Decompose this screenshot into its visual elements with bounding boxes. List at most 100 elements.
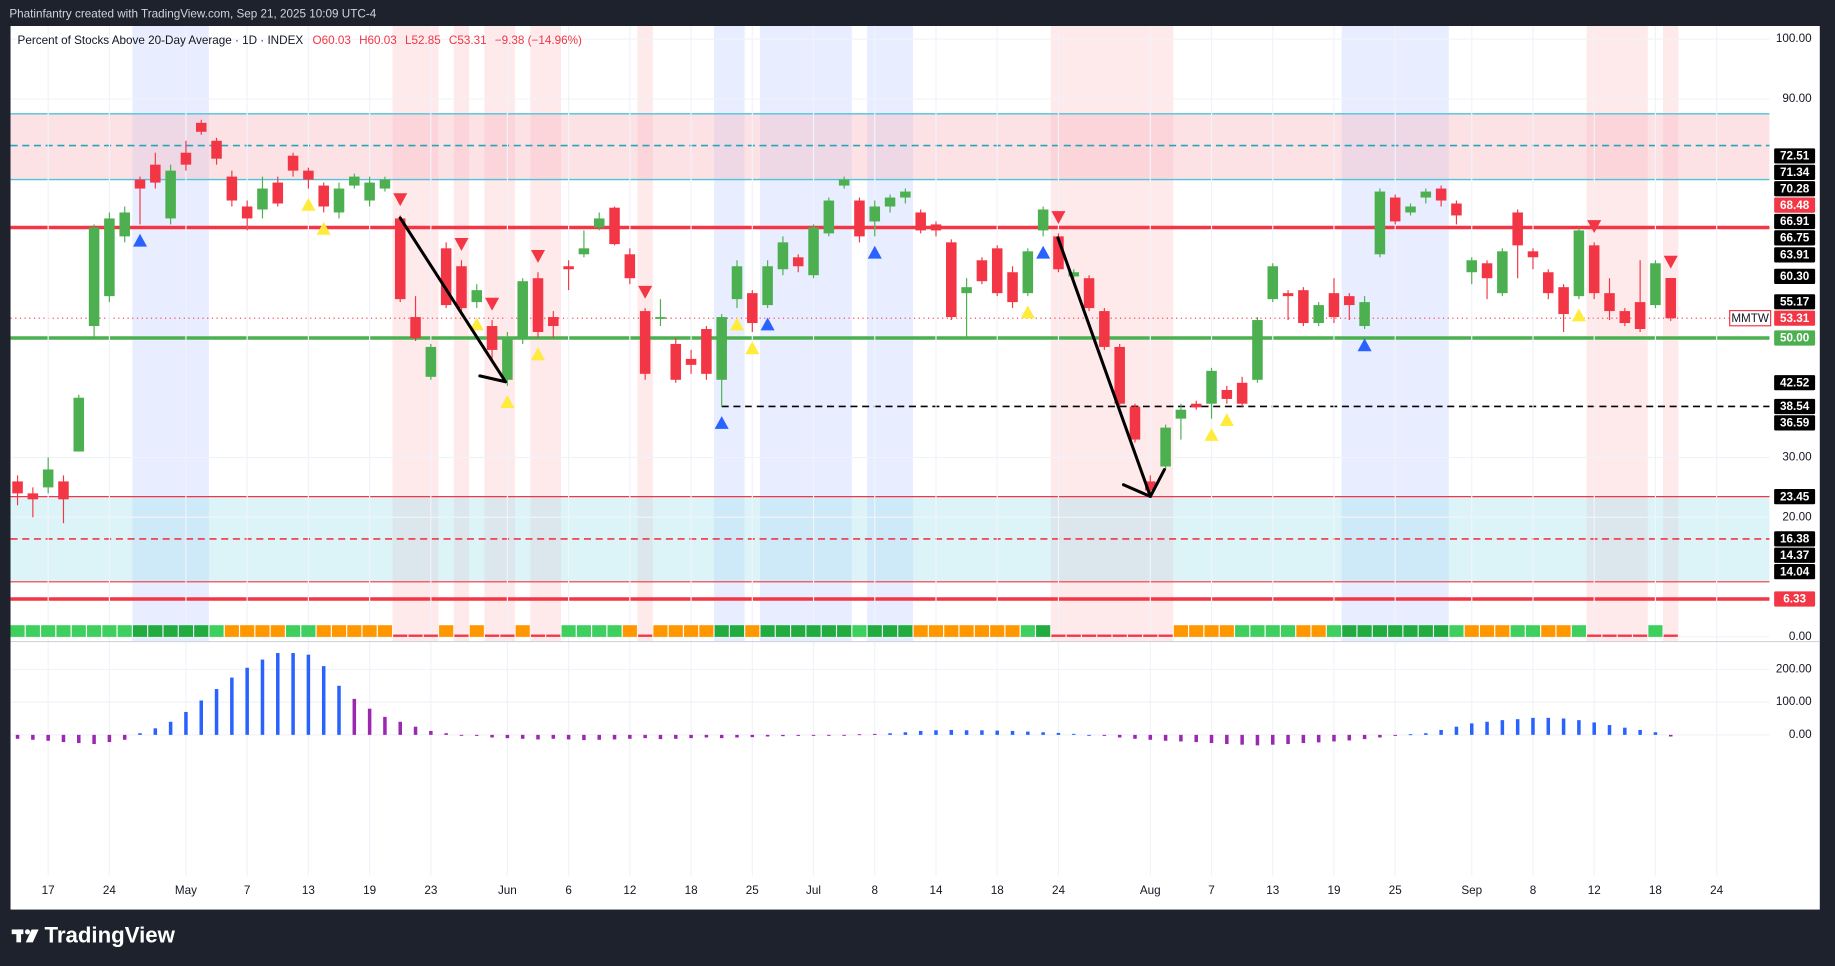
state-strip: [1204, 625, 1219, 637]
signal-triangle: [1571, 308, 1586, 322]
oscillator-bar: [367, 708, 372, 735]
x-tick-label: 18: [991, 884, 1004, 897]
state-strip: [102, 625, 117, 637]
state-strip: [377, 625, 392, 637]
state-strip: [607, 625, 622, 637]
candle-body: [1619, 311, 1631, 324]
candle-body: [1588, 245, 1600, 294]
state-strip: [959, 625, 974, 637]
state-strip: [1280, 625, 1296, 637]
x-tick-label: 12: [1588, 884, 1601, 897]
price-tag: MMTW: [1731, 312, 1769, 325]
y-tick-label: 90.00: [1782, 92, 1812, 105]
state-strip: [837, 625, 852, 637]
price-label-box: [1774, 294, 1816, 310]
price-label: 63.91: [1780, 249, 1810, 262]
oscillator-bar: [1270, 734, 1275, 745]
state-strip: [56, 625, 71, 637]
oscillator-bar: [765, 734, 770, 737]
oscillator-bar: [1194, 734, 1198, 743]
x-tick-label: 13: [302, 884, 315, 897]
oscillator-bar: [536, 734, 540, 740]
oscillator-bar: [980, 730, 984, 735]
logo-part: [25, 929, 39, 943]
oscillator-bar: [1454, 726, 1459, 735]
oscillator-bar: [15, 734, 20, 739]
marks: [10, 119, 1678, 746]
price-label-box: [1774, 310, 1816, 326]
oscillator-bar: [918, 730, 923, 735]
price-label: 38.54: [1780, 400, 1810, 413]
oscillator-bar: [597, 734, 601, 740]
oscillator-bar: [796, 734, 800, 736]
price-label-box: [1774, 398, 1816, 415]
candle-body: [394, 218, 406, 300]
oscillator-bar: [413, 726, 418, 735]
state-strip: [775, 625, 790, 637]
candle-body: [1145, 481, 1156, 491]
signal-triangle: [1051, 211, 1066, 225]
oscillator-bar: [1500, 720, 1505, 735]
state-strip: [485, 634, 500, 637]
state-strip: [867, 625, 882, 637]
signal-triangle: [760, 317, 775, 331]
state-strip: [439, 625, 454, 637]
signal-triangle: [1587, 220, 1602, 233]
state-strip: [944, 625, 959, 637]
state-strip: [1158, 634, 1173, 637]
oscillator-bar: [658, 734, 663, 740]
price-label-box: [1774, 489, 1816, 505]
state-strip: [1449, 625, 1464, 637]
state-strip: [286, 625, 301, 637]
state-strip: [1127, 634, 1143, 637]
candle-body: [379, 179, 391, 189]
state-strip: [331, 625, 347, 637]
state-strip: [745, 625, 760, 637]
oscillator-bar: [1102, 734, 1107, 736]
oscillator-bar: [1209, 734, 1214, 744]
oscillator-bar: [1592, 722, 1596, 735]
symbol-title: Percent of Stocks Above 20-Day Average ·…: [18, 34, 304, 47]
oscillator-bar: [260, 659, 265, 735]
oscillator-bar: [214, 689, 219, 735]
candle-body: [1543, 272, 1554, 294]
candle-body: [1497, 251, 1508, 294]
ohlc-change: −9.38 (−14.96%): [495, 34, 582, 47]
oscillator-bar: [291, 653, 295, 735]
candle-body: [211, 140, 222, 159]
zone: [10, 113, 1770, 180]
candle-body: [486, 326, 498, 350]
oscillator-bar: [1117, 734, 1122, 738]
oscillator-bar: [873, 733, 877, 735]
oscillator-bar: [1623, 727, 1627, 735]
candle-body: [731, 266, 743, 300]
state-strip: [515, 625, 530, 637]
state-strip: [454, 634, 469, 637]
state-strip: [913, 625, 928, 637]
candle-body: [1298, 290, 1309, 324]
candle-body: [318, 185, 329, 207]
candle-body: [1466, 260, 1478, 273]
oscillator-bar: [1439, 729, 1443, 735]
oscillator-bar: [1469, 723, 1474, 735]
candle-body: [1221, 389, 1233, 399]
oscillator-bar: [995, 730, 999, 735]
candle-body: [1099, 311, 1110, 347]
oscillator-bar: [1041, 732, 1045, 735]
oscillator-bar: [92, 734, 96, 745]
signal-triangle: [1663, 255, 1678, 269]
candle-body: [1405, 206, 1416, 213]
oscillator-bar: [1255, 734, 1260, 746]
legend-header: Percent of Stocks Above 20-Day Average ·…: [18, 34, 582, 47]
state-strip: [806, 625, 821, 637]
candle-body: [1420, 191, 1432, 198]
candle-body: [792, 257, 804, 267]
signal-triangle: [393, 193, 408, 207]
candle-body: [716, 317, 727, 380]
state-strip: [255, 625, 270, 637]
oscillator-bar: [1362, 734, 1367, 740]
candle-body: [1022, 251, 1034, 294]
candle-body: [563, 266, 574, 270]
signal-triangle: [316, 221, 331, 235]
